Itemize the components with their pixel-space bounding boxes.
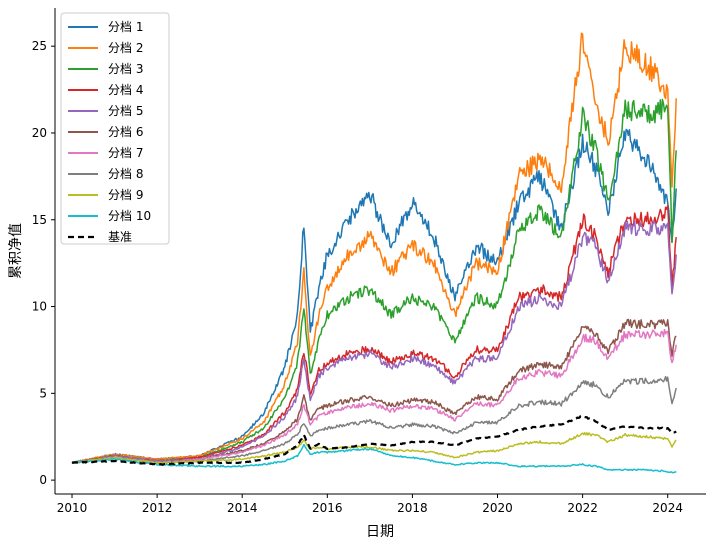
legend-label: 分档 1 — [108, 20, 143, 34]
x-tick-label: 2024 — [652, 501, 683, 515]
y-tick-label: 5 — [39, 386, 47, 400]
legend-label: 分档 2 — [108, 41, 143, 55]
y-axis-title: 累积净值 — [8, 223, 24, 279]
series-line-3 — [71, 98, 677, 464]
x-ticks: 2010 2012 2014 2016 2018 2020 2022 2024 — [57, 494, 683, 515]
y-ticks: 0 5 10 15 20 25 — [32, 39, 55, 487]
legend-label: 分档 6 — [108, 125, 143, 139]
y-tick-label: 10 — [32, 300, 47, 314]
legend-frame — [60, 12, 170, 245]
legend: 分档 1 分档 2 分档 3 分档 4 分档 5 分档 6 分档 7 分档 8 分档 9 分档 1… — [60, 12, 170, 245]
x-tick-label: 2010 — [57, 501, 88, 515]
axes — [54, 8, 706, 495]
legend-label: 基准 — [108, 230, 132, 244]
legend-label: 分档 8 — [108, 167, 143, 181]
y-tick-label: 0 — [39, 473, 47, 487]
y-tick-label: 15 — [32, 213, 47, 227]
legend-label: 分档 9 — [108, 188, 143, 202]
series-line-2 — [71, 32, 677, 464]
x-tick-label: 2018 — [397, 501, 428, 515]
series-line-11 — [71, 414, 677, 466]
y-tick-label: 25 — [32, 39, 47, 53]
x-tick-label: 2020 — [482, 501, 513, 515]
series-lines — [71, 32, 677, 474]
legend-label: 分档 7 — [108, 146, 143, 160]
y-tick-label: 20 — [32, 126, 47, 140]
legend-label: 分档 3 — [108, 62, 143, 76]
x-tick-label: 2012 — [142, 501, 173, 515]
x-tick-label: 2016 — [312, 501, 343, 515]
series-line-5 — [71, 220, 677, 464]
x-axis-title: 日期 — [366, 524, 394, 540]
series-line-6 — [71, 318, 677, 464]
legend-label: 分档 10 — [108, 209, 151, 223]
x-tick-label: 2022 — [567, 501, 598, 515]
series-line-8 — [71, 375, 677, 465]
series-line-9 — [71, 432, 677, 465]
legend-label: 分档 4 — [108, 83, 143, 97]
series-line-10 — [71, 443, 677, 474]
legend-label: 分档 5 — [108, 104, 143, 118]
x-tick-label: 2014 — [227, 501, 258, 515]
